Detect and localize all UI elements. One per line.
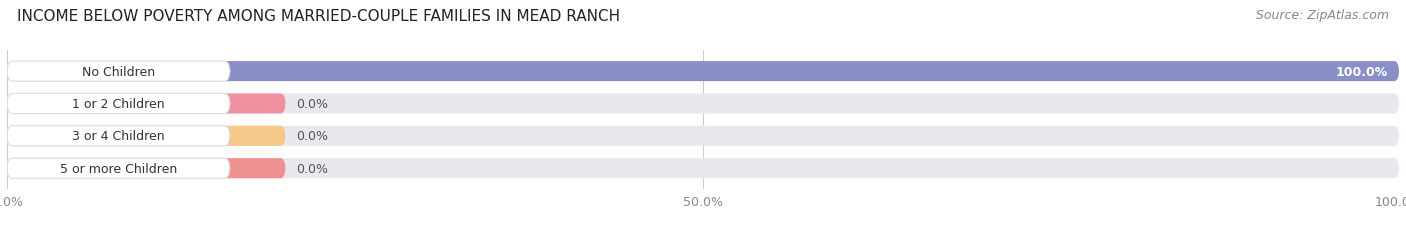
Text: 0.0%: 0.0% bbox=[297, 162, 329, 175]
Text: 3 or 4 Children: 3 or 4 Children bbox=[72, 130, 165, 143]
FancyBboxPatch shape bbox=[7, 158, 229, 179]
Text: 0.0%: 0.0% bbox=[297, 97, 329, 110]
Text: 1 or 2 Children: 1 or 2 Children bbox=[72, 97, 165, 110]
FancyBboxPatch shape bbox=[7, 126, 285, 146]
FancyBboxPatch shape bbox=[7, 158, 1399, 179]
FancyBboxPatch shape bbox=[7, 94, 1399, 114]
FancyBboxPatch shape bbox=[7, 158, 285, 179]
Text: Source: ZipAtlas.com: Source: ZipAtlas.com bbox=[1256, 9, 1389, 22]
FancyBboxPatch shape bbox=[7, 62, 1399, 82]
FancyBboxPatch shape bbox=[7, 94, 285, 114]
Text: 0.0%: 0.0% bbox=[297, 130, 329, 143]
FancyBboxPatch shape bbox=[7, 62, 1399, 82]
FancyBboxPatch shape bbox=[7, 126, 1399, 146]
FancyBboxPatch shape bbox=[7, 94, 229, 114]
FancyBboxPatch shape bbox=[7, 62, 229, 82]
Text: No Children: No Children bbox=[82, 65, 155, 78]
FancyBboxPatch shape bbox=[7, 126, 229, 146]
Text: 100.0%: 100.0% bbox=[1336, 65, 1388, 78]
Text: 5 or more Children: 5 or more Children bbox=[60, 162, 177, 175]
Text: INCOME BELOW POVERTY AMONG MARRIED-COUPLE FAMILIES IN MEAD RANCH: INCOME BELOW POVERTY AMONG MARRIED-COUPL… bbox=[17, 9, 620, 24]
